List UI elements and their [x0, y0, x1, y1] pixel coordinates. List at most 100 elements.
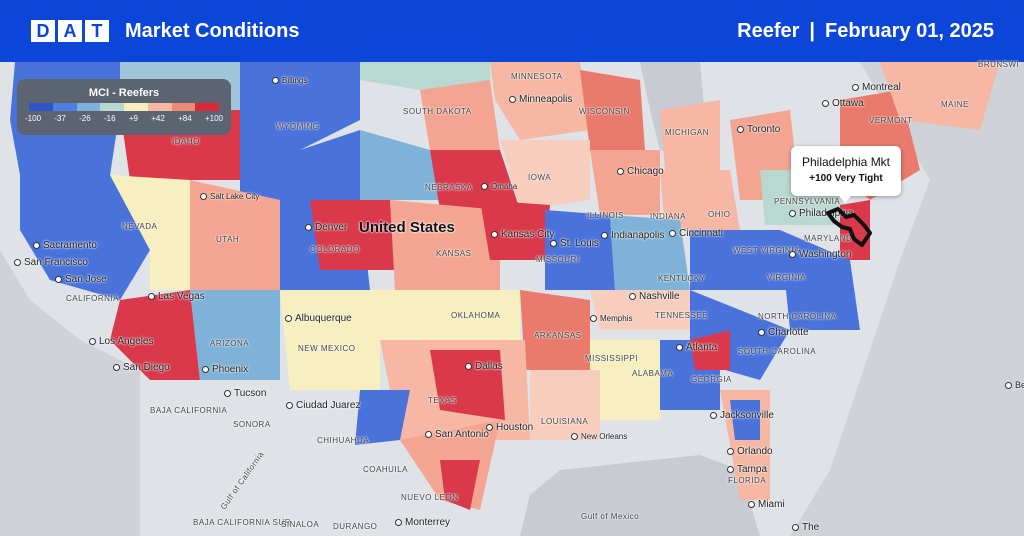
legend-tick: +9 [128, 114, 138, 123]
city-label-phoenix: Phoenix [202, 364, 248, 375]
region-illinois-north [590, 150, 660, 215]
region-nevada [110, 175, 190, 290]
legend-tick: -37 [54, 114, 66, 123]
region-missouri [545, 210, 615, 290]
philadelphia-market-outline-icon[interactable] [824, 207, 874, 249]
legend-swatch [100, 103, 124, 111]
callout-title: Philadelphia Mkt [801, 155, 891, 169]
city-label-salt-lake-city: Salt Lake City [200, 192, 259, 201]
state-label-virginia: VIRGINIA [767, 273, 807, 282]
region-laredo [440, 460, 480, 510]
city-label-dallas: Dallas [465, 361, 503, 372]
state-label-maine: MAINE [941, 100, 969, 109]
state-label-south-dakota: SOUTH DAKOTA [403, 107, 472, 116]
state-label-sinaloa: SINALOA [281, 520, 320, 529]
legend-swatch [147, 103, 172, 111]
state-label-nuevo-leon: NUEVO LEON [401, 493, 459, 502]
state-label-north-carolina: NORTH CAROLINA [758, 312, 837, 321]
header-meta: Reefer | February 01, 2025 [737, 0, 994, 62]
water-label-gulf-of-mexico: Gulf of Mexico [581, 512, 640, 521]
city-label-omaha: Omaha [481, 182, 517, 191]
country-label-united-states: United States [359, 219, 455, 236]
region-wyoming [240, 130, 360, 200]
city-label-atlanta: Atlanta [676, 342, 717, 353]
region-colorado-denver [310, 200, 395, 270]
header-title: Market Conditions [125, 19, 300, 42]
city-label-tucson: Tucson [224, 388, 266, 399]
state-label-coahuila: COAHUILA [363, 465, 408, 474]
state-label-west-virginia: WEST VIRGINIA [733, 246, 800, 255]
city-label-denver: Denver [305, 222, 347, 233]
gulf-of-mexico-water [520, 455, 760, 536]
city-label-billings: Billings [272, 76, 307, 85]
state-label-tennessee: TENNESSEE [655, 311, 708, 320]
city-label-houston: Houston [486, 422, 533, 433]
region-louisiana [530, 370, 600, 440]
city-label-san-jose: San Jose [55, 274, 107, 285]
state-label-kentucky: KENTUCKY [658, 274, 706, 283]
city-label-sacramento: Sacramento [33, 240, 97, 251]
edge-label-bahamas: The [792, 522, 819, 533]
city-label-indianapolis: Indianapolis [601, 230, 664, 241]
legend-title: MCI - Reefers [88, 87, 160, 99]
state-label-sonora: SONORA [233, 420, 271, 429]
state-label-utah: UTAH [216, 235, 240, 244]
dat-logo: D A T [31, 20, 112, 42]
header-separator: | [809, 19, 815, 42]
city-label-san-francisco: San Francisco [14, 257, 88, 268]
city-label-los-angeles: Los Angeles [89, 336, 154, 347]
city-label-memphis: Memphis [590, 314, 632, 323]
legend-swatch [124, 103, 148, 111]
state-label-texas: TEXAS [428, 396, 457, 405]
market-callout[interactable]: Philadelphia Mkt +100 Very Tight [791, 146, 901, 203]
state-label-south-carolina: SOUTH CAROLINA [738, 347, 817, 356]
legend-swatch [171, 103, 196, 111]
region-indiana-ohio [660, 170, 740, 230]
state-label-mississippi: MISSISSIPPI [585, 354, 639, 363]
state-label-idaho: IDAHO [172, 137, 200, 146]
city-label-ciudad-juarez: Ciudad Juarez [286, 400, 360, 411]
state-label-durango: DURANGO [333, 522, 378, 531]
state-label-maryland: MARYLAND [804, 234, 853, 243]
region-oklahoma [380, 290, 520, 340]
state-label-michigan: MICHIGAN [665, 128, 709, 137]
logo-letter-d: D [31, 20, 55, 42]
region-arkansas [520, 290, 590, 370]
city-label-nashville: Nashville [629, 291, 680, 302]
city-label-kansas-city: Kansas City [491, 229, 554, 240]
city-label-minneapolis: Minneapolis [509, 94, 572, 105]
state-label-alabama: ALABAMA [632, 369, 674, 378]
region-north-dakota [360, 62, 490, 90]
city-label-st-louis: St. Louis [550, 238, 599, 249]
logo-letter-t: T [85, 20, 109, 42]
city-label-toronto: Toronto [737, 124, 780, 135]
edge-label-bermuda: Berr [1005, 380, 1024, 390]
state-label-minnesota: MINNESOTA [511, 72, 563, 81]
region-montana-east [240, 62, 360, 150]
region-nebraska-west [360, 130, 440, 200]
report-date: February 01, 2025 [825, 19, 994, 42]
city-label-tampa: Tampa [727, 464, 767, 475]
pacific-water [0, 250, 140, 536]
state-label-oklahoma: OKLAHOMA [451, 311, 501, 320]
mci-legend: MCI - Reefers -100 -37 -26 -16 +9 +42 +84 +100 [17, 79, 231, 135]
region-michigan [660, 100, 720, 170]
atlantic-water [790, 62, 1024, 536]
city-label-las-vegas: Las Vegas [148, 291, 205, 302]
region-el-paso [355, 390, 410, 445]
city-label-washington: Washington [789, 249, 851, 260]
legend-swatch [29, 103, 53, 111]
region-northern-california [20, 175, 150, 300]
state-label-chihuahua: CHIHUAHUA [317, 436, 370, 445]
region-nebraska-east [430, 150, 520, 210]
state-label-georgia: GEORGIA [691, 375, 732, 384]
city-label-chicago: Chicago [617, 166, 664, 177]
state-label-colorado: COLORADO [310, 245, 360, 254]
city-label-orlando: Orlando [727, 446, 773, 457]
state-label-iowa: IOWA [528, 173, 552, 182]
city-label-san-antonio: San Antonio [425, 429, 489, 440]
legend-tick: -16 [103, 114, 116, 123]
state-label-missouri: MISSOURI [536, 255, 580, 264]
state-label-baja-california: BAJA CALIFORNIA [150, 406, 228, 415]
